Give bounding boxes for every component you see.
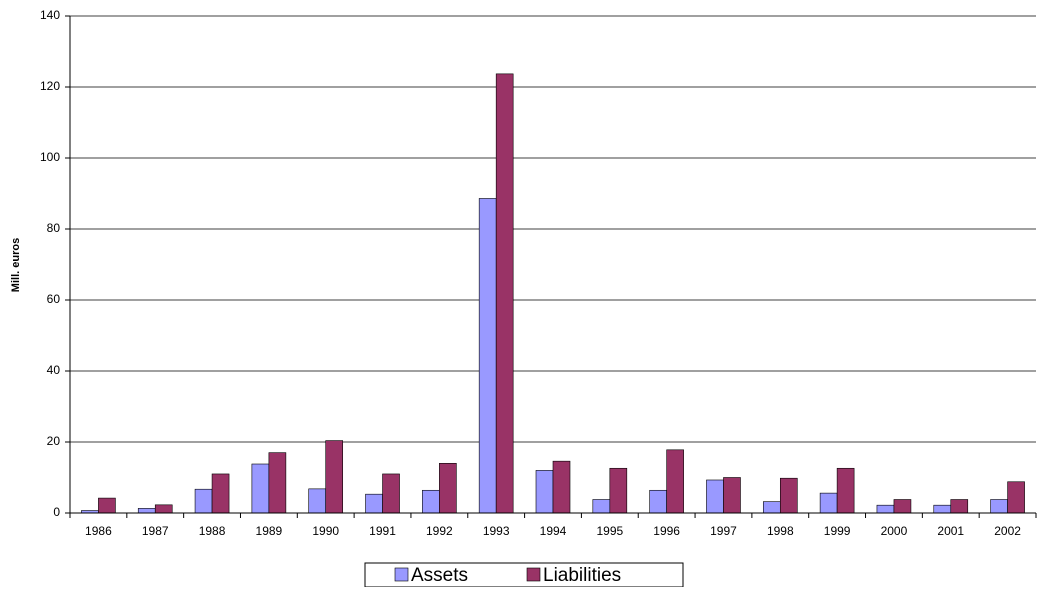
x-tick-label: 1989 [256,524,283,538]
y-tick-label: 120 [40,79,60,93]
bar [706,479,724,514]
bar [893,499,912,514]
x-tick-label: 1986 [85,524,112,538]
x-tick-label: 1992 [426,524,453,538]
bar [1007,481,1025,514]
x-tick-label: 1991 [369,524,396,538]
bar [439,462,457,514]
y-tick-label: 140 [40,8,60,22]
y-tick-label: 60 [47,292,61,306]
bar [478,198,497,514]
bar [649,489,667,514]
y-tick-label: 80 [47,221,61,235]
bar [194,488,213,514]
bar [422,489,440,514]
bar [876,504,895,514]
x-tick-label: 1995 [596,524,623,538]
x-tick-label: 1998 [767,524,794,538]
x-tick-label: 1999 [824,524,851,538]
bar [933,504,952,514]
bar [779,477,798,514]
bar [308,488,327,514]
x-tick-label: 1993 [483,524,510,538]
bar [211,473,230,514]
bar [990,499,1008,514]
bar [762,501,781,514]
bar [535,470,554,514]
y-tick-label: 20 [47,434,61,448]
bar [819,492,838,514]
legend-box [364,562,684,588]
bar [666,449,684,514]
x-tick-label: 2001 [937,524,964,538]
bar [723,477,741,514]
legend-label: Liabilities [543,565,621,586]
bar [609,467,628,514]
bar [382,473,400,514]
legend-swatch [526,567,541,582]
bar [154,504,173,514]
bar [365,493,383,514]
x-tick-label: 1987 [142,524,169,538]
bar [950,499,969,514]
x-tick-label: 1997 [710,524,737,538]
y-tick-label: 100 [40,150,60,164]
bar [137,508,156,514]
bar [325,440,344,514]
bar [251,463,270,514]
bar [268,452,287,514]
x-tick-label: 1990 [312,524,339,538]
x-tick-label: 1988 [199,524,226,538]
x-tick-label: 1994 [540,524,567,538]
bar [98,497,116,514]
bar [836,467,855,514]
legend-swatch [394,567,409,582]
y-tick-label: 40 [47,363,61,377]
bar [552,460,571,514]
y-axis-title: Mill. euros [10,238,22,292]
x-tick-label: 2002 [994,524,1021,538]
y-tick-label: 0 [53,505,60,519]
x-tick-label: 1996 [653,524,680,538]
bar [495,73,514,514]
bar [592,499,611,514]
legend-label: Assets [411,565,468,586]
x-tick-label: 2000 [881,524,908,538]
